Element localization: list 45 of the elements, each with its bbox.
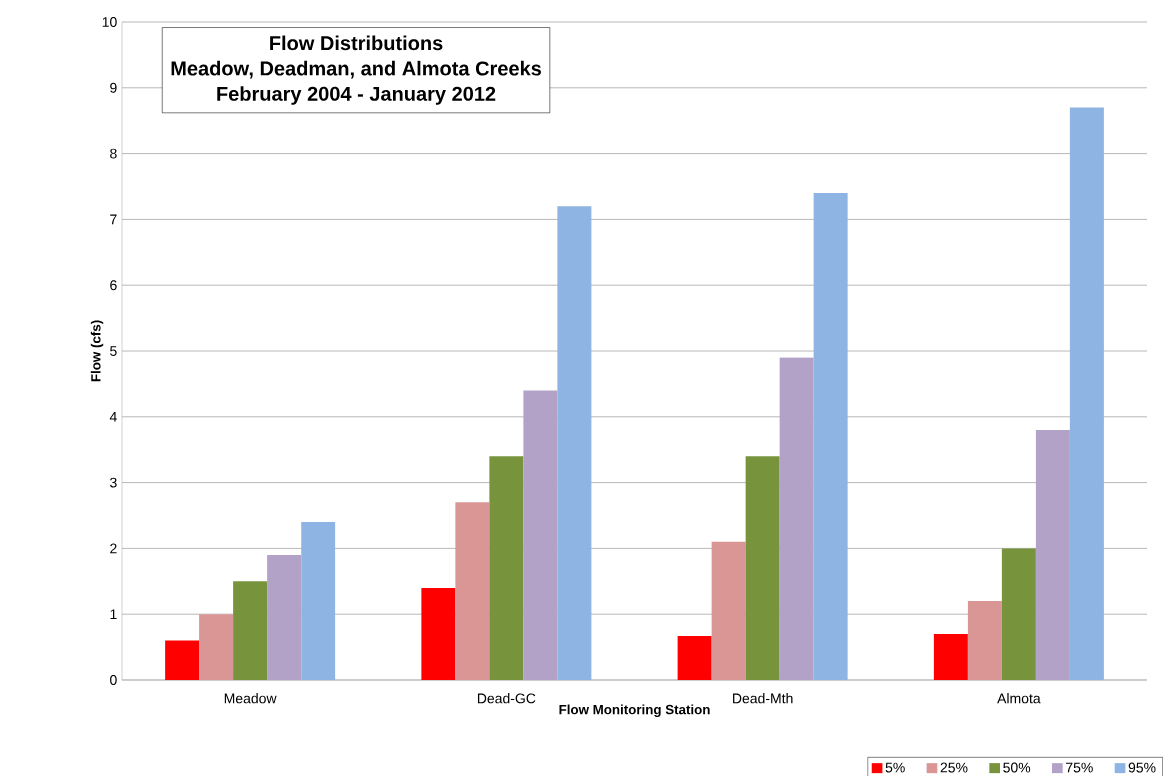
annotation: February 2004 - January 2012 <box>217 86 496 105</box>
legend-label: 75% <box>1066 762 1093 773</box>
x-tick-label: Dead-Mth <box>733 693 793 704</box>
x-axis-title: Flow Monitoring Station <box>559 704 710 717</box>
y-tick-label: 1 <box>110 609 117 620</box>
bar <box>711 541 746 680</box>
y-tick-label: 9 <box>110 82 117 93</box>
bar <box>745 456 780 680</box>
y-tick-label: 0 <box>110 675 117 685</box>
bar <box>813 193 848 680</box>
legend-label: 25% <box>940 762 968 773</box>
legend-label: 95% <box>1128 762 1156 773</box>
bar <box>165 640 200 680</box>
bar <box>489 456 524 680</box>
x-tick-label: Almota <box>997 693 1041 704</box>
x-tick-label: Meadow <box>224 693 277 704</box>
x-tick-label: Dead-GC <box>477 693 536 704</box>
bar <box>1035 429 1070 680</box>
bar <box>933 633 968 680</box>
bar <box>455 502 490 680</box>
bar <box>267 554 302 680</box>
bar <box>967 601 1002 680</box>
y-tick-label: 3 <box>110 477 117 488</box>
y-tick-label: 10 <box>102 17 117 27</box>
bar <box>1069 107 1104 680</box>
bar <box>1001 548 1036 680</box>
legend-label: 50% <box>1003 762 1031 773</box>
bar <box>233 581 268 680</box>
bar <box>301 522 336 680</box>
bar <box>557 206 592 680</box>
bar <box>779 357 814 680</box>
text: Meadow, Deadman, and Almota Creeks <box>171 60 541 79</box>
y-tick-label: 7 <box>110 214 117 225</box>
y-tick-label: 6 <box>110 280 117 291</box>
y-tick-label: 4 <box>109 412 117 422</box>
y-tick-label: 5 <box>110 346 117 356</box>
bar <box>199 614 234 680</box>
bar <box>677 635 712 680</box>
legend-label: 5% <box>885 762 905 773</box>
text: Flow Distributions <box>270 35 443 51</box>
bar <box>421 587 456 680</box>
bar <box>523 390 558 680</box>
y-tick-label: 8 <box>110 148 117 159</box>
y-axis-title: Flow (cfs) <box>90 320 104 382</box>
y-tick-label: 2 <box>110 543 117 554</box>
